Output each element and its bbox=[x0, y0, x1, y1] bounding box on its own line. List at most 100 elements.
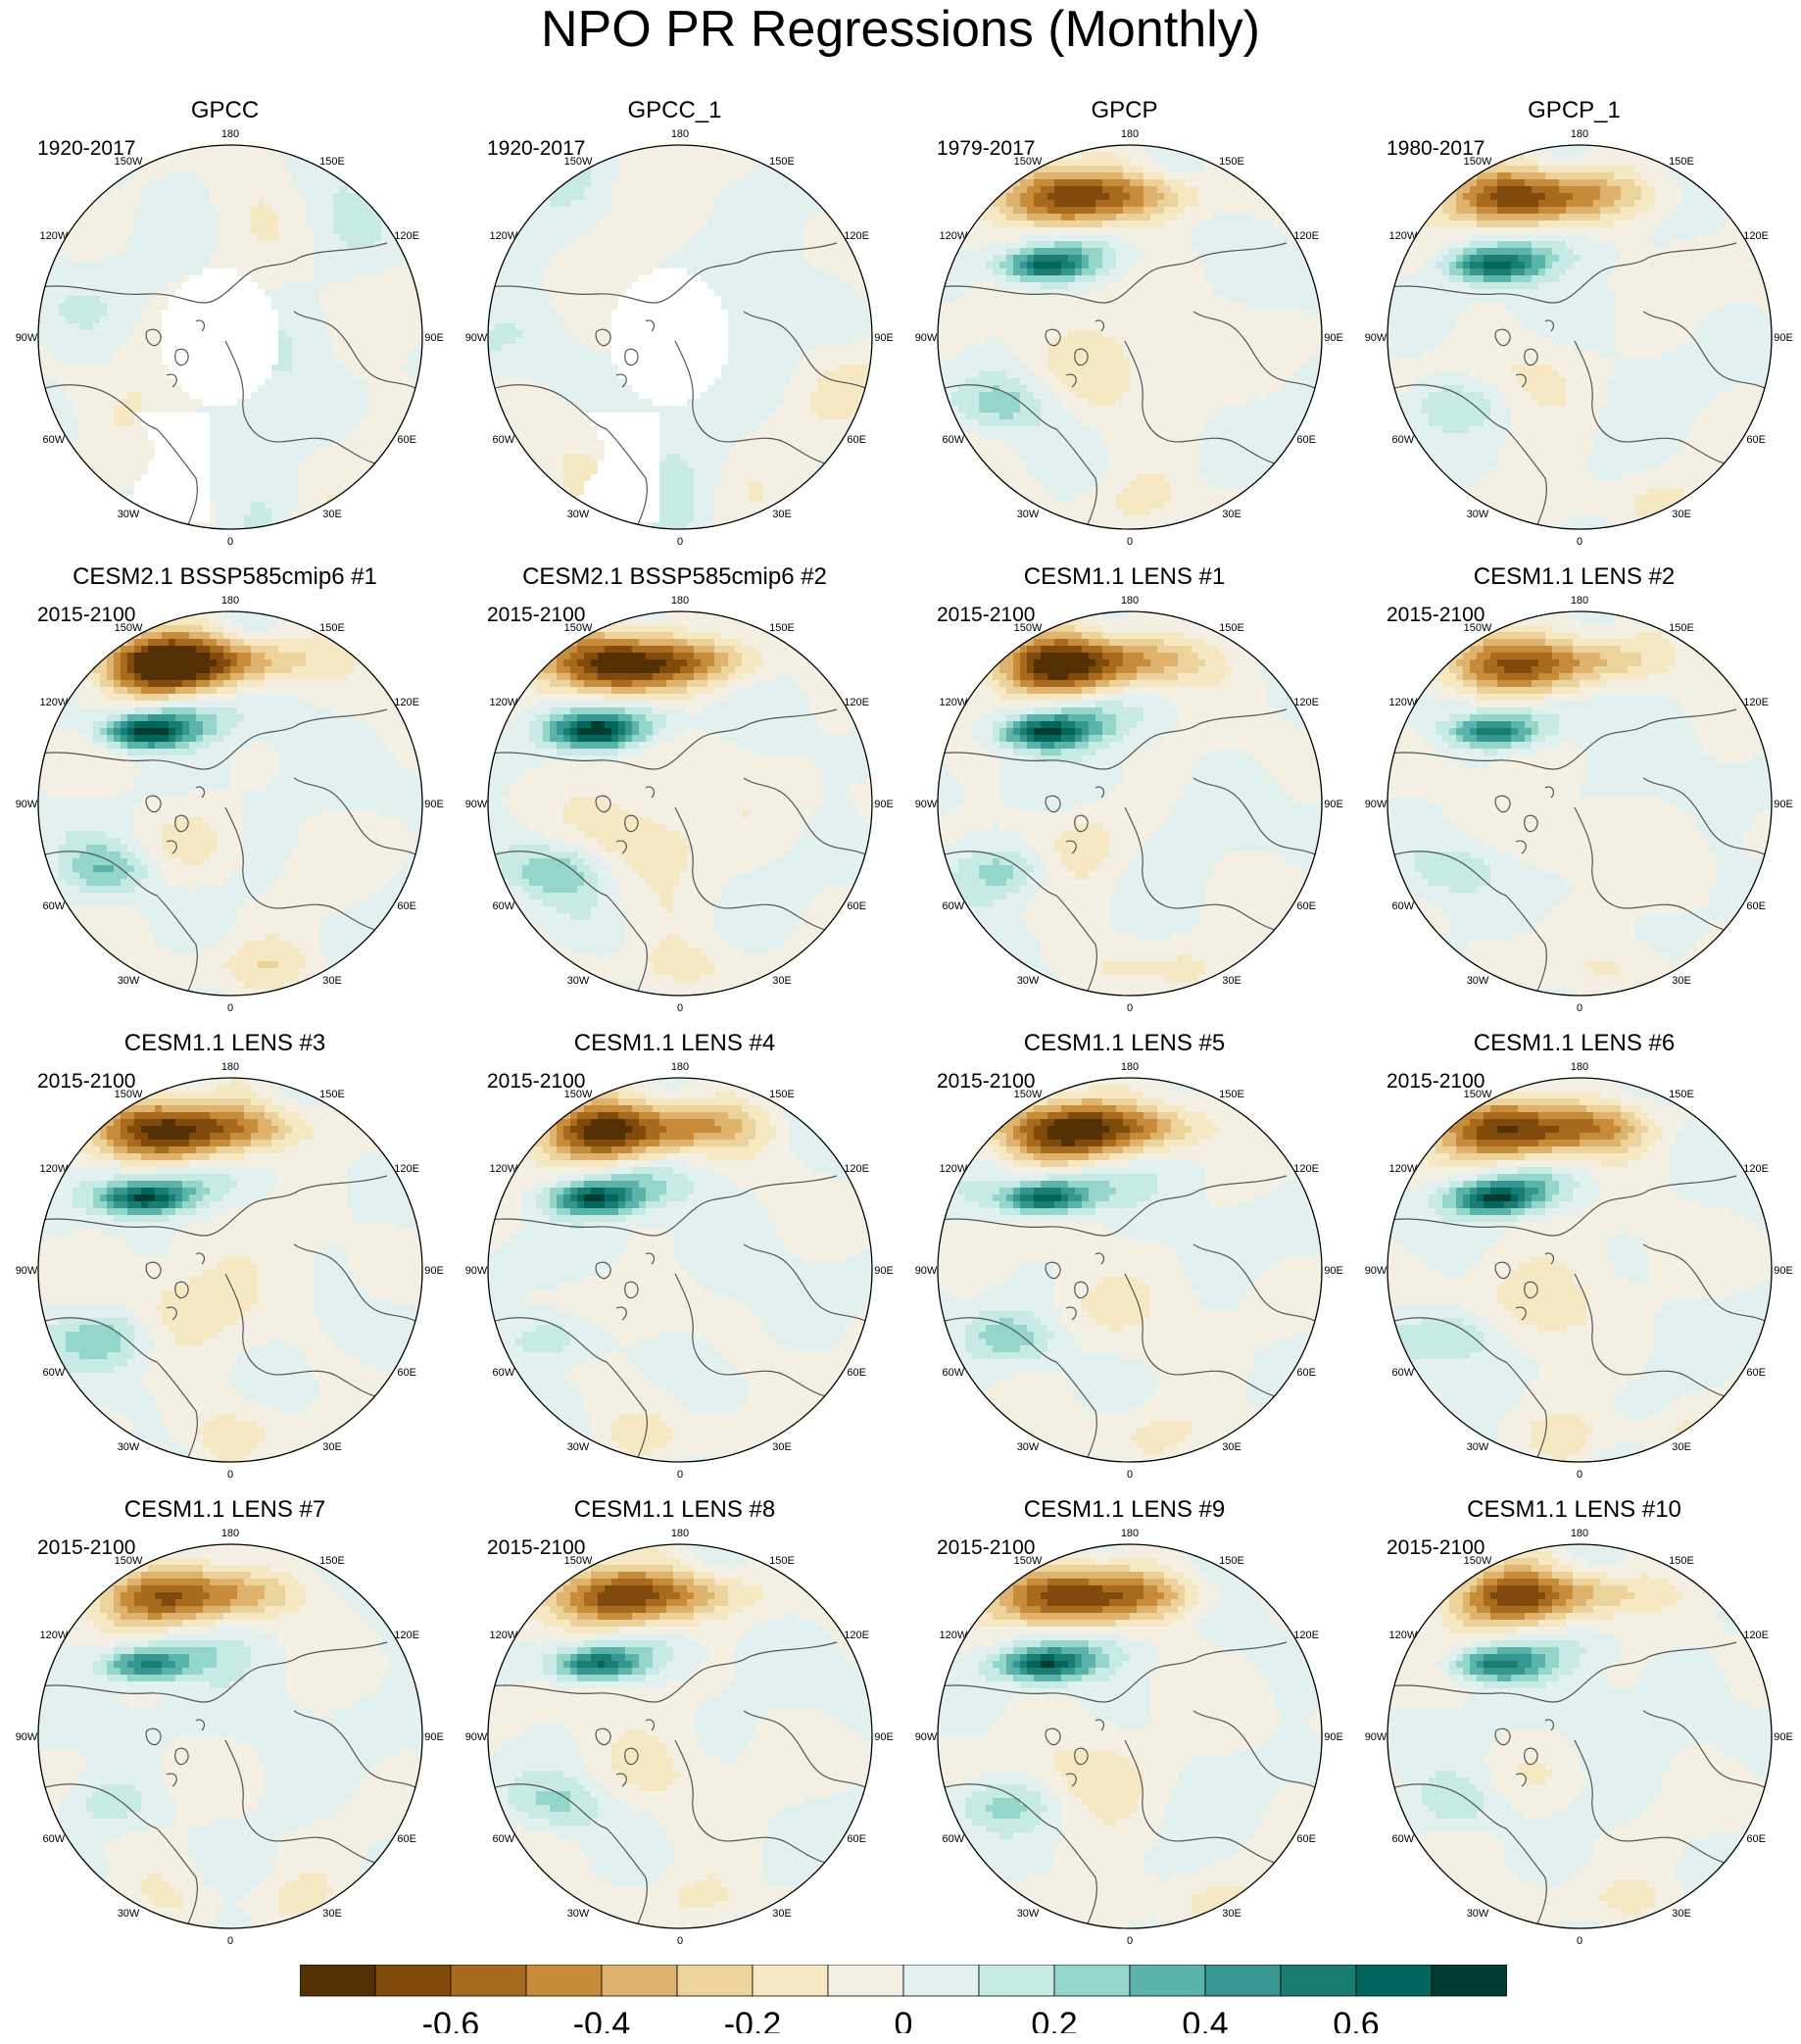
longitude-labels: 180 150E 120E 90E 60E 30E 0 30W 60W 90W 120W 150W bbox=[465, 128, 894, 548]
map-panel: CESM1.1 LENS #9 2015-2100 180 150E 120E 90E 60… bbox=[900, 1485, 1349, 1951]
longitude-label: 120W bbox=[489, 697, 517, 708]
map-boundary bbox=[487, 610, 873, 997]
contour-field bbox=[488, 145, 872, 529]
longitude-label: 60W bbox=[43, 900, 66, 912]
map-panel: CESM1.1 LENS #6 2015-2100 180 150E 120E 90E 60… bbox=[1349, 1019, 1799, 1484]
map-panel: CESM1.1 LENS #1 2015-2100 180 150E 120E 90E 60… bbox=[900, 553, 1349, 1018]
coastlines bbox=[938, 242, 1320, 529]
longitude-label: 150E bbox=[1669, 156, 1694, 168]
polar-map: 180 150E 120E 90E 60E 30E 0 30W 60W 90W 120W 150W bbox=[1365, 128, 1793, 548]
longitude-label: 120W bbox=[939, 697, 967, 708]
longitude-label: 90W bbox=[16, 1265, 38, 1277]
longitude-label: 150E bbox=[319, 156, 345, 168]
longitude-labels: 180 150E 120E 90E 60E 30E 0 30W 60W 90W 120W 150W bbox=[915, 1061, 1343, 1481]
polar-map: 180 150E 120E 90E 60E 30E 0 30W 60W 90W 120W 150W bbox=[915, 1061, 1343, 1481]
coastlines bbox=[1387, 1641, 1770, 1928]
panel-years: 1979-2017 bbox=[937, 137, 1035, 161]
colorbar-swatch bbox=[374, 1965, 452, 1997]
longitude-label: 120E bbox=[394, 230, 419, 242]
longitude-label: 60E bbox=[397, 900, 416, 912]
longitude-label: 150W bbox=[564, 1089, 593, 1100]
polar-map: 180 150E 120E 90E 60E 30E 0 30W 60W 90W 120W 150W bbox=[16, 595, 444, 1014]
longitude-label: 90E bbox=[1774, 1731, 1793, 1743]
longitude-label: 30E bbox=[1672, 975, 1691, 987]
longitude-label: 0 bbox=[1127, 1935, 1133, 1947]
longitude-label: 30W bbox=[1017, 1441, 1040, 1453]
colorbar-swatch bbox=[676, 1965, 754, 1997]
longitude-label: 60E bbox=[847, 1833, 866, 1845]
longitude-label: 60W bbox=[493, 900, 515, 912]
map-boundary bbox=[1387, 144, 1773, 530]
longitude-label: 150E bbox=[1669, 622, 1694, 634]
longitude-label: 180 bbox=[1571, 595, 1588, 607]
longitude-label: 120E bbox=[394, 1630, 419, 1641]
longitude-label: 150W bbox=[1014, 1089, 1043, 1100]
longitude-label: 90W bbox=[1365, 332, 1387, 344]
longitude-label: 30E bbox=[1222, 975, 1241, 987]
map-boundary bbox=[37, 144, 423, 530]
longitude-label: 30W bbox=[567, 1908, 590, 1920]
longitude-label: 60W bbox=[493, 1833, 515, 1845]
longitude-label: 120E bbox=[394, 697, 419, 708]
longitude-label: 60E bbox=[1296, 1367, 1316, 1379]
longitude-label: 180 bbox=[671, 595, 689, 607]
longitude-label: 180 bbox=[1571, 1061, 1588, 1073]
longitude-label: 90E bbox=[1774, 1265, 1793, 1277]
longitude-label: 60E bbox=[1296, 434, 1316, 446]
longitude-label: 120E bbox=[844, 697, 869, 708]
map-boundary bbox=[937, 1543, 1323, 1929]
coastlines bbox=[488, 1175, 870, 1462]
longitude-label: 0 bbox=[1127, 1002, 1133, 1014]
longitude-label: 90W bbox=[915, 332, 938, 344]
panel-title: CESM1.1 LENS #9 bbox=[900, 1495, 1349, 1525]
longitude-labels: 180 150E 120E 90E 60E 30E 0 30W 60W 90W 120W 150W bbox=[915, 595, 1343, 1014]
longitude-label: 90E bbox=[424, 1265, 444, 1277]
longitude-label: 120E bbox=[1743, 697, 1769, 708]
longitude-label: 90W bbox=[16, 799, 38, 810]
longitude-label: 30E bbox=[772, 509, 792, 520]
panel-years: 1920-2017 bbox=[487, 137, 585, 161]
longitude-label: 150W bbox=[115, 156, 143, 168]
coastlines bbox=[38, 242, 420, 529]
longitude-label: 30E bbox=[1672, 1441, 1691, 1453]
longitude-label: 90W bbox=[465, 332, 488, 344]
panel-years: 2015-2100 bbox=[487, 1070, 585, 1094]
coastlines bbox=[1387, 242, 1770, 529]
longitude-label: 150W bbox=[1464, 1089, 1492, 1100]
longitude-label: 120E bbox=[844, 1163, 869, 1175]
longitude-label: 120W bbox=[1388, 230, 1417, 242]
longitude-label: 120E bbox=[1743, 1630, 1769, 1641]
colorbar-swatch bbox=[1431, 1965, 1507, 1997]
panel-title: CESM1.1 LENS #3 bbox=[0, 1029, 450, 1058]
coastlines bbox=[1387, 708, 1770, 996]
longitude-label: 150E bbox=[769, 156, 795, 168]
longitude-label: 120E bbox=[1743, 1163, 1769, 1175]
contour-field bbox=[38, 145, 422, 529]
longitude-label: 30W bbox=[1467, 1908, 1489, 1920]
map-boundary bbox=[487, 1077, 873, 1463]
longitude-label: 30W bbox=[1467, 509, 1489, 520]
longitude-label: 30W bbox=[118, 1441, 140, 1453]
longitude-label: 150E bbox=[319, 622, 345, 634]
colorbar-swatch bbox=[978, 1965, 1055, 1997]
longitude-label: 0 bbox=[1577, 536, 1582, 548]
longitude-label: 150W bbox=[1464, 156, 1492, 168]
colorbar-swatch bbox=[1129, 1965, 1206, 1997]
longitude-label: 30W bbox=[1017, 975, 1040, 987]
polar-map: 180 150E 120E 90E 60E 30E 0 30W 60W 90W 120W 150W bbox=[465, 1528, 894, 1947]
panel-years: 2015-2100 bbox=[1387, 1070, 1485, 1094]
polar-map: 180 150E 120E 90E 60E 30E 0 30W 60W 90W 120W 150W bbox=[465, 128, 894, 548]
longitude-label: 120E bbox=[844, 230, 869, 242]
longitude-label: 180 bbox=[221, 128, 239, 140]
longitude-label: 60E bbox=[1746, 434, 1766, 446]
longitude-label: 60E bbox=[847, 1367, 866, 1379]
longitude-label: 60E bbox=[1746, 900, 1766, 912]
map-boundary bbox=[487, 144, 873, 530]
longitude-label: 0 bbox=[677, 1935, 683, 1947]
polar-map: 180 150E 120E 90E 60E 30E 0 30W 60W 90W 120W 150W bbox=[915, 128, 1343, 548]
longitude-label: 60E bbox=[847, 900, 866, 912]
colorbar-swatch bbox=[827, 1965, 904, 1997]
longitude-label: 30E bbox=[322, 1441, 342, 1453]
map-panel: CESM1.1 LENS #10 2015-2100 180 150E 120E 90E 6… bbox=[1349, 1485, 1799, 1951]
coastlines bbox=[488, 242, 870, 529]
